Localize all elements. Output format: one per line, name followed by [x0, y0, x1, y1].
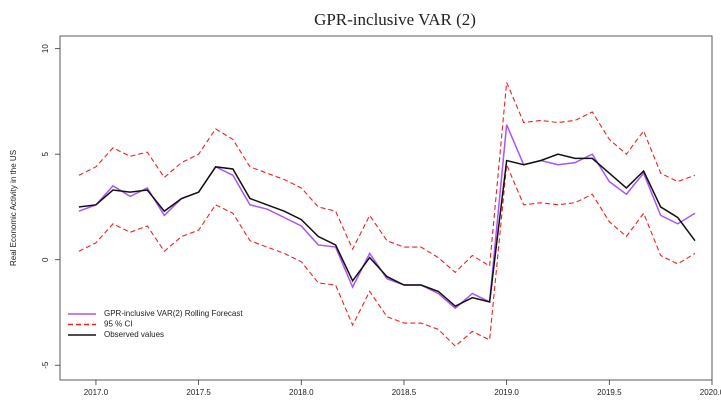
series-line — [78, 82, 696, 274]
x-tick-label: 2017.5 — [186, 388, 211, 397]
y-tick-label: 10 — [41, 44, 50, 53]
y-tick-label: 5 — [41, 151, 50, 156]
series-line — [78, 164, 696, 347]
y-tick-label: -5 — [41, 361, 50, 369]
legend-label: GPR-inclusive VAR(2) Rolling Forecast — [104, 309, 243, 318]
plot-frame — [59, 35, 713, 381]
chart-title: GPR-inclusive VAR (2) — [314, 10, 476, 29]
x-tick-label: 2018.0 — [289, 388, 314, 397]
x-tick-label: 2019.0 — [494, 388, 519, 397]
series-line — [78, 124, 696, 310]
series-line — [78, 153, 696, 308]
legend-label: 95 % CI — [104, 320, 132, 329]
x-tick-label: 2017.0 — [84, 388, 109, 397]
legend-label: Observed values — [104, 330, 164, 339]
x-tick-label: 2018.5 — [392, 388, 417, 397]
x-tick-label: 2020.0 — [700, 388, 721, 397]
x-tick-label: 2019.5 — [597, 388, 622, 397]
y-tick-label: 0 — [41, 257, 50, 262]
y-axis-label: Real Economic Activity in the US — [9, 150, 18, 266]
